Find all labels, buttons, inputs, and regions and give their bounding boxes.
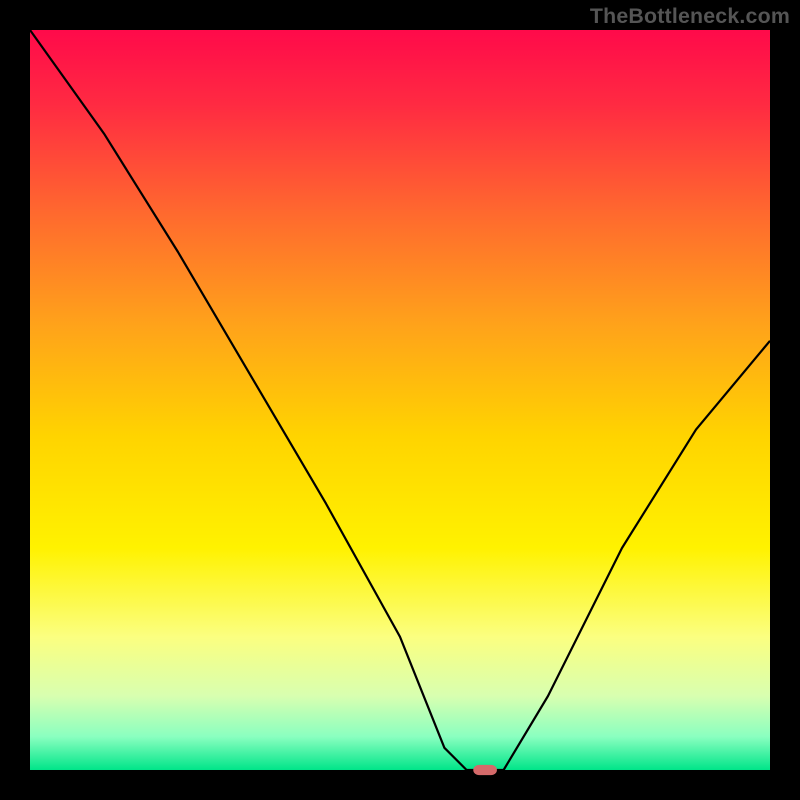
watermark-text: TheBottleneck.com xyxy=(590,4,790,29)
chart-stage: TheBottleneck.com xyxy=(0,0,800,800)
optimum-marker xyxy=(473,765,497,775)
bottleneck-chart xyxy=(0,0,800,800)
plot-area xyxy=(30,30,770,770)
